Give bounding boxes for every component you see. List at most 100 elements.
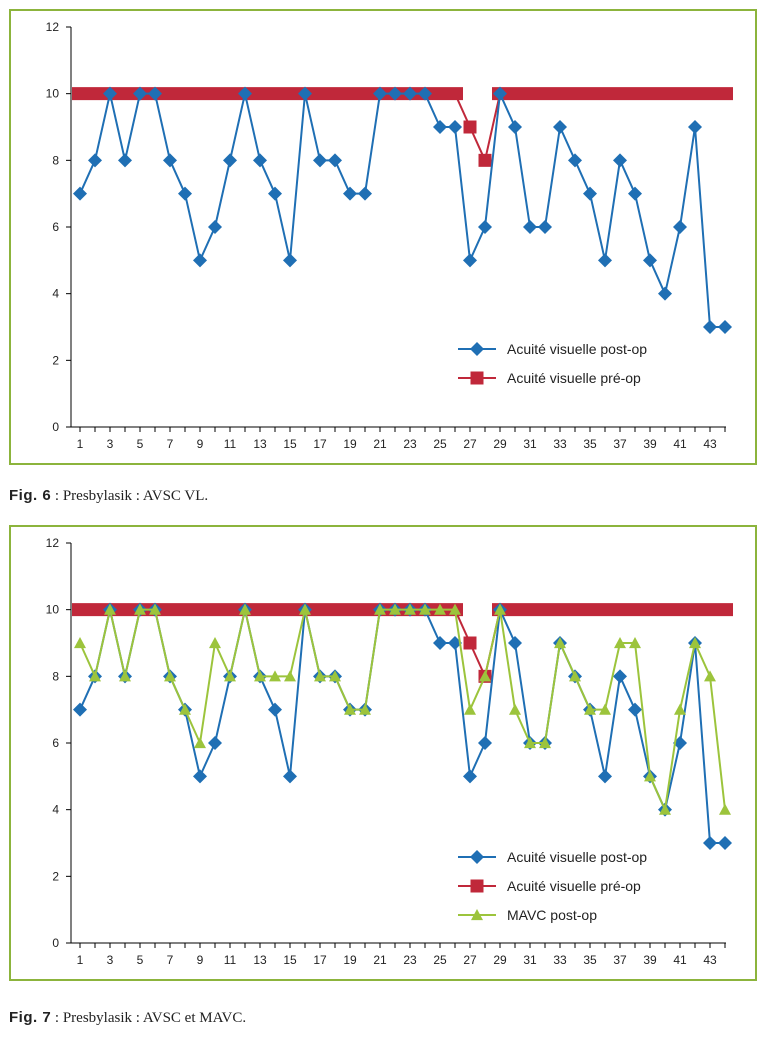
y-tick-label: 4 bbox=[52, 287, 59, 301]
data-point bbox=[643, 253, 657, 268]
data-point bbox=[103, 86, 117, 101]
data-point bbox=[508, 636, 522, 650]
x-tick-label: 27 bbox=[463, 437, 477, 451]
x-tick-label: 15 bbox=[283, 437, 297, 451]
x-tick-label: 35 bbox=[583, 437, 597, 451]
x-tick-label: 13 bbox=[253, 437, 267, 451]
x-tick-label: 25 bbox=[433, 953, 447, 967]
data-point bbox=[283, 253, 297, 268]
x-tick-label: 39 bbox=[643, 953, 657, 967]
data-point bbox=[104, 603, 116, 615]
caption-fig6: Fig. 6 : Presbylasik : AVSC VL. bbox=[9, 487, 208, 505]
data-point bbox=[673, 220, 687, 234]
data-point bbox=[538, 220, 552, 234]
x-tick-label: 43 bbox=[703, 953, 717, 967]
legend-marker bbox=[470, 879, 484, 893]
data-point bbox=[553, 120, 567, 134]
data-point bbox=[718, 836, 732, 850]
x-tick-label: 19 bbox=[343, 953, 357, 967]
data-point bbox=[208, 736, 222, 750]
x-tick-label: 25 bbox=[433, 437, 447, 451]
data-point bbox=[208, 220, 222, 234]
y-tick-label: 10 bbox=[46, 87, 60, 101]
legend-marker bbox=[470, 850, 484, 864]
data-point bbox=[659, 803, 671, 815]
data-point bbox=[148, 86, 162, 101]
data-point bbox=[463, 769, 477, 784]
data-point bbox=[73, 702, 87, 717]
data-point bbox=[374, 603, 386, 615]
series-line bbox=[79, 608, 726, 811]
x-tick-label: 13 bbox=[253, 953, 267, 967]
legend-label: MAVC post-op bbox=[507, 907, 597, 923]
data-point bbox=[224, 670, 236, 682]
data-point bbox=[703, 320, 717, 334]
data-point bbox=[298, 86, 312, 101]
x-tick-label: 39 bbox=[643, 437, 657, 451]
data-point bbox=[584, 703, 596, 715]
data-point bbox=[658, 286, 672, 301]
data-point bbox=[194, 737, 206, 749]
data-point bbox=[329, 670, 341, 682]
data-point bbox=[179, 703, 191, 715]
data-point bbox=[404, 603, 416, 615]
legend-label: Acuité visuelle post-op bbox=[507, 849, 647, 865]
data-point bbox=[118, 153, 132, 168]
data-point bbox=[343, 186, 357, 201]
caption-text: Presbylasik : AVSC VL. bbox=[62, 488, 209, 504]
data-point bbox=[688, 120, 702, 134]
x-tick-label: 7 bbox=[167, 437, 174, 451]
data-point bbox=[283, 769, 297, 784]
x-tick-label: 33 bbox=[553, 437, 567, 451]
data-point bbox=[223, 153, 237, 168]
x-tick-label: 41 bbox=[673, 437, 687, 451]
series-triangle bbox=[74, 603, 731, 815]
legend-label: Acuité visuelle post-op bbox=[507, 341, 647, 357]
data-point bbox=[628, 186, 642, 201]
data-point bbox=[389, 603, 401, 615]
x-tick-label: 27 bbox=[463, 953, 477, 967]
chart-panel-fig6: 0 2 4 6 8 10 12 1 3 5 7 9 11 13 15 17 19 21 23 25 27 29 31 33 35… bbox=[9, 9, 757, 465]
data-point bbox=[479, 670, 491, 682]
data-point bbox=[523, 220, 537, 234]
caption-fig7: Fig. 7 : Presbylasik : AVSC et MAVC. bbox=[9, 1009, 246, 1027]
x-tick-label: 9 bbox=[197, 953, 204, 967]
series-diamond bbox=[73, 602, 732, 850]
x-tick-label: 33 bbox=[553, 953, 567, 967]
y-tick-label: 10 bbox=[46, 603, 60, 617]
data-point bbox=[554, 637, 566, 649]
data-point bbox=[718, 320, 732, 334]
data-point bbox=[598, 253, 612, 268]
data-point bbox=[674, 703, 686, 715]
data-point bbox=[268, 702, 282, 717]
data-point bbox=[209, 637, 221, 649]
data-point bbox=[133, 86, 147, 101]
y-tick-label: 2 bbox=[52, 869, 59, 883]
data-point bbox=[449, 603, 461, 615]
data-point bbox=[313, 153, 327, 168]
data-point bbox=[134, 603, 146, 615]
series-diamond bbox=[73, 86, 732, 334]
x-tick-label: 37 bbox=[613, 953, 627, 967]
data-point bbox=[569, 670, 581, 682]
data-point bbox=[433, 120, 447, 134]
x-tick-label: 31 bbox=[523, 437, 537, 451]
x-tick-label: 41 bbox=[673, 953, 687, 967]
y-tick-label: 4 bbox=[52, 803, 59, 817]
legend-marker bbox=[470, 371, 484, 385]
data-point bbox=[719, 803, 731, 815]
x-tick-label: 5 bbox=[137, 953, 144, 967]
data-point bbox=[629, 637, 641, 649]
data-point bbox=[89, 670, 101, 682]
data-point bbox=[299, 603, 311, 615]
data-point bbox=[568, 153, 582, 168]
x-tick-label: 3 bbox=[107, 953, 114, 967]
data-point bbox=[703, 836, 717, 850]
chart-panel-fig7: 0 2 4 6 8 10 12 1 3 5 7 9 11 13 15 17 19 21 23 25 27 29 31 33 35… bbox=[9, 525, 757, 981]
data-point bbox=[88, 153, 102, 168]
legend-label: Acuité visuelle pré-op bbox=[507, 370, 641, 386]
data-point bbox=[434, 603, 446, 615]
data-point bbox=[463, 120, 477, 134]
